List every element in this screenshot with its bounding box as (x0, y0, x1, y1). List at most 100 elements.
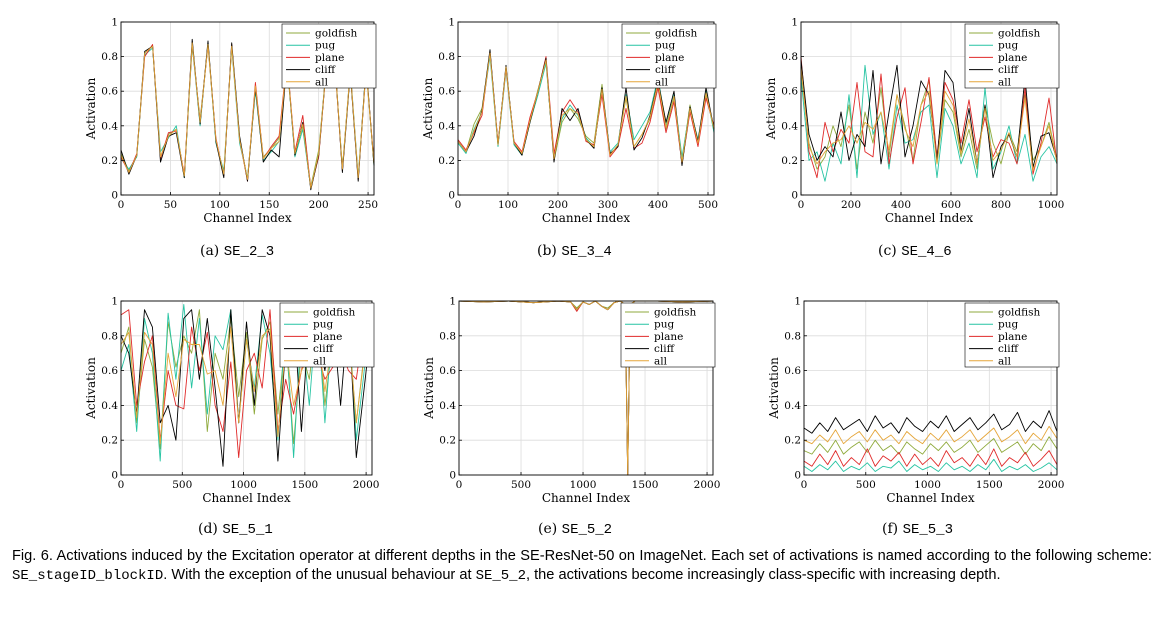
x-tick-label-c-3: 600 (941, 199, 961, 211)
legend-box-d (279, 302, 375, 368)
legend-label-d-goldfish: goldfish (313, 307, 356, 319)
legend-label-f-goldfish: goldfish (998, 307, 1041, 319)
caption-part1: Activations induced by the Excitation op… (52, 548, 1152, 564)
chart-panel-b: 0 100 200 300 400 500 0 0.2 0.4 0.6 0.8 1 Channel In… (421, 17, 718, 226)
x-tick-label-e-4: 2000 (694, 479, 721, 491)
legend-label-e-all: all (654, 355, 668, 367)
x-tick-label-d-3: 1500 (291, 479, 318, 491)
x-tick-label-a-1: 50 (164, 199, 177, 211)
chart-panel-f: 0 500 1000 1500 2000 0 0.2 0.4 0.6 0.8 1 Channel In… (767, 296, 1064, 506)
caption-code2: SE_5_2 (475, 568, 526, 584)
x-tick-label-c-2: 400 (891, 199, 911, 211)
legend-label-f-plane: plane (998, 331, 1027, 343)
y-tick-label-e-0: 0 (449, 470, 456, 482)
x-tick-label-a-3: 150 (259, 199, 279, 211)
caption-part2: . With the exception of the unusual beha… (163, 567, 476, 583)
subcaption-e: (e) SE_5_2 (538, 521, 612, 538)
y-tick-label-f-0: 0 (794, 470, 801, 482)
subcaption-b: (b) SE_3_4 (537, 243, 612, 260)
y-tick-label-d-4: 0.8 (101, 330, 118, 342)
y-tick-label-a-3: 0.6 (101, 86, 118, 98)
y-tick-label-a-4: 0.8 (101, 51, 118, 63)
legend-label-b-goldfish: goldfish (655, 28, 698, 40)
y-axis-label-f: Activation (767, 357, 781, 420)
y-tick-label-a-5: 1 (111, 17, 118, 29)
legend-label-b-pug: pug (655, 40, 675, 52)
subcaption-c-prefix: (c) (878, 243, 897, 259)
series-line-c-plane (800, 56, 1058, 179)
y-tick-label-c-5: 1 (791, 17, 798, 29)
x-tick-label-d-1: 500 (172, 479, 192, 491)
series-line-b-all (457, 52, 715, 163)
x-tick-label-a-2: 100 (210, 199, 230, 211)
y-axis-label-b: Activation (421, 77, 435, 140)
legend-label-a-plane: plane (315, 52, 344, 64)
legend-box-e (620, 302, 716, 368)
legend-label-a-pug: pug (315, 40, 335, 52)
x-tick-label-d-2: 1000 (230, 479, 257, 491)
y-tick-label-d-5: 1 (111, 296, 118, 308)
y-tick-label-f-5: 1 (794, 296, 801, 308)
chart-panel-e: 0 500 1000 1500 2000 0 0.2 0.4 0.6 0.8 1 Channel In… (422, 296, 720, 506)
y-axis-label-c: Activation (764, 77, 778, 140)
x-axis-label-b: Channel Index (542, 211, 631, 225)
x-tick-label-e-1: 500 (511, 479, 531, 491)
series-line-c-pug (800, 64, 1058, 182)
y-tick-label-b-4: 0.8 (438, 51, 455, 63)
plot-frame-e (458, 300, 714, 476)
y-tick-label-b-0: 0 (448, 190, 455, 202)
subcaption-a: (a) SE_2_3 (200, 243, 274, 260)
x-tick-label-f-1: 500 (856, 479, 876, 491)
x-axis-label-d: Channel Index (202, 491, 291, 505)
y-axis-label-a: Activation (84, 77, 98, 140)
x-tick-label-c-0: 0 (798, 199, 805, 211)
x-tick-label-f-2: 1000 (914, 479, 941, 491)
legend-label-d-cliff: cliff (313, 343, 335, 355)
legend-label-c-pug: pug (998, 40, 1018, 52)
legend-label-d-pug: pug (313, 319, 333, 331)
legend-label-a-goldfish: goldfish (315, 28, 358, 40)
subcaption-f-code: SE_5_3 (902, 522, 953, 538)
legend-label-e-plane: plane (654, 331, 683, 343)
subcaption-d-prefix: (d) (198, 521, 218, 537)
legend-label-c-cliff: cliff (998, 64, 1020, 76)
plot-frame-b (457, 21, 715, 196)
x-tick-label-a-0: 0 (118, 199, 125, 211)
x-tick-label-b-0: 0 (455, 199, 462, 211)
legend-label-c-goldfish: goldfish (998, 28, 1041, 40)
x-tick-label-b-4: 400 (648, 199, 668, 211)
y-tick-label-c-0: 0 (791, 190, 798, 202)
y-tick-label-e-4: 0.8 (439, 330, 456, 342)
y-tick-label-f-3: 0.6 (784, 365, 801, 377)
x-axis-label-e: Channel Index (542, 491, 631, 505)
x-tick-label-e-3: 1500 (632, 479, 659, 491)
x-tick-label-a-5: 250 (358, 199, 378, 211)
chart-panel-a: 0 50 100 150 200 250 0 0.2 0.4 0.6 0.8 1 Channel Ind… (84, 17, 378, 226)
subcaption-c: (c) SE_4_6 (878, 243, 952, 260)
x-axis-label-f: Channel Index (886, 491, 975, 505)
subcaption-f-prefix: (f) (882, 521, 899, 537)
x-tick-label-b-5: 500 (698, 199, 718, 211)
x-tick-label-b-2: 200 (548, 199, 568, 211)
caption-code1: SE_stageID_blockID (12, 568, 164, 584)
x-tick-label-f-4: 2000 (1038, 479, 1065, 491)
series-line-f-goldfish (803, 436, 1058, 455)
legend-label-f-cliff: cliff (998, 343, 1020, 355)
legend-label-f-pug: pug (998, 319, 1018, 331)
x-tick-label-e-2: 1000 (570, 479, 597, 491)
y-tick-label-b-3: 0.6 (438, 86, 455, 98)
y-tick-label-d-2: 0.4 (101, 400, 118, 412)
y-tick-label-d-3: 0.6 (101, 365, 118, 377)
chart-panel-c: 0 200 400 600 800 1000 0 0.2 0.4 0.6 0.8 1 Channel I… (764, 17, 1064, 226)
subcaption-c-code: SE_4_6 (901, 244, 952, 260)
series-line-f-all (803, 425, 1058, 445)
legend-label-b-all: all (655, 76, 669, 88)
legend-label-e-goldfish: goldfish (654, 307, 697, 319)
legend-label-f-all: all (998, 355, 1012, 367)
legend-label-c-all: all (998, 76, 1012, 88)
x-tick-label-c-1: 200 (841, 199, 861, 211)
legend-box-f (964, 302, 1060, 368)
y-tick-label-d-0: 0 (111, 470, 118, 482)
x-tick-label-e-0: 0 (456, 479, 463, 491)
series-line-f-plane (803, 448, 1058, 467)
